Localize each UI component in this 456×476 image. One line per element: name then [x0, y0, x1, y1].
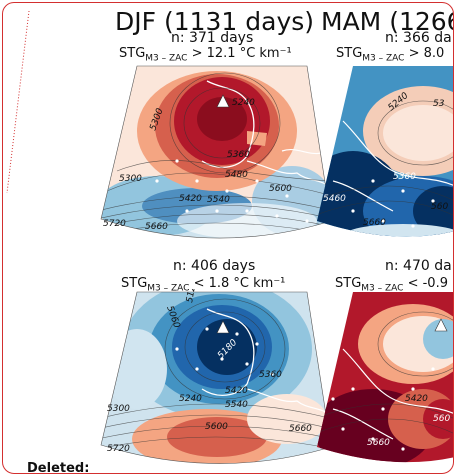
deleted-change-label: Deleted: — [27, 461, 90, 474]
panel-stg-label: STGM3 – ZAC > 8.0 — [336, 46, 445, 64]
contour-label: 5660 — [289, 424, 312, 434]
contour-label: 5240 — [232, 98, 255, 108]
map-panel-djf-low: 5060 512 5180 5360 5240 5420 5540 5300 5… — [100, 289, 332, 464]
contour-label: 5360 — [227, 150, 250, 160]
panel-stg-label: STGM3 – ZAC < 1.8 °C km⁻¹ — [121, 276, 286, 294]
panel-n-label: n: 406 days — [173, 258, 256, 274]
contour-label: 5300 — [107, 404, 130, 414]
panel-title-djf: DJF (1131 days) — [115, 7, 315, 36]
panel-n-label: n: 470 da — [385, 258, 452, 274]
contour-label: 5480 — [225, 170, 248, 180]
contour-label: 5660 — [363, 218, 386, 228]
contour-label: 53 — [433, 99, 445, 109]
contour-label: 5360 — [393, 172, 416, 182]
contour-label: 5660 — [145, 222, 168, 232]
panel-n-label: n: 371 days — [171, 30, 254, 46]
contour-label: 5540 — [225, 400, 248, 410]
contour-label: 5420 — [225, 386, 248, 396]
contour-label: 560 — [431, 202, 448, 212]
contour-label: 5720 — [107, 444, 130, 454]
contour-label: 5360 — [259, 370, 282, 380]
map-panel-djf-high: 5240 5300 5360 5480 5600 5300 5420 5540 … — [100, 65, 332, 239]
contour-label: 5460 — [323, 194, 346, 204]
contour-label: 512 — [185, 289, 198, 304]
contour-label: 5660 — [367, 438, 390, 448]
panel-n-label: n: 366 da — [385, 30, 452, 46]
contour-label: 5540 — [207, 195, 230, 205]
contour-label: 5300 — [119, 174, 142, 184]
panel-stg-label: STGM3 – ZAC > 12.1 °C km⁻¹ — [119, 46, 292, 64]
contour-label: 560 — [433, 414, 450, 424]
contour-label: 5240 — [179, 394, 202, 404]
contour-label: 5600 — [269, 184, 292, 194]
map-panel-mam-low: 5420 5660 560 — [317, 292, 453, 463]
change-margin-line — [6, 10, 30, 194]
panel-title-mam: MAM (1266 — [321, 7, 454, 36]
panel-stg-label: STGM3 – ZAC < -0.9 — [335, 276, 448, 294]
contour-label: 5600 — [205, 422, 228, 432]
map-panel-mam-high: 5240 53 5360 5460 560 5660 — [317, 66, 453, 237]
contour-label: 5420 — [179, 194, 202, 204]
contour-label: 5420 — [405, 394, 428, 404]
contour-label: 5720 — [103, 219, 126, 229]
